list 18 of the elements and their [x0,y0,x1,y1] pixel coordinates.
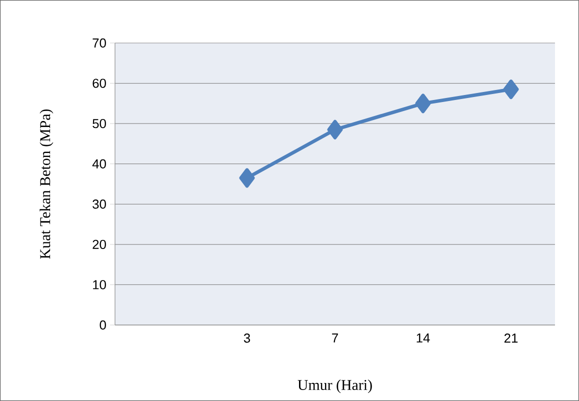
x-tick-label: 3 [244,334,250,343]
y-tick-label: 10 [93,280,106,290]
y-tick-label: 50 [92,118,106,128]
y-axis-title: Kuat Tekan Beton (MPa) [40,109,54,259]
x-tick-label: 21 [504,334,518,343]
y-tick-label: 20 [92,240,106,250]
y-tick-label: 40 [92,159,106,168]
point [239,168,255,188]
point [415,94,431,114]
point [327,120,343,140]
x-axis-title: Umur (Hari) [298,380,372,394]
x-tick-label: 14 [416,334,430,342]
point [503,80,519,100]
y-tick-label: 30 [92,200,106,209]
y-tick-label: 0 [100,320,106,330]
y-tick-label: 70 [92,38,106,48]
x-tick-label: 7 [332,334,338,342]
y-tick-label: 60 [92,78,106,88]
